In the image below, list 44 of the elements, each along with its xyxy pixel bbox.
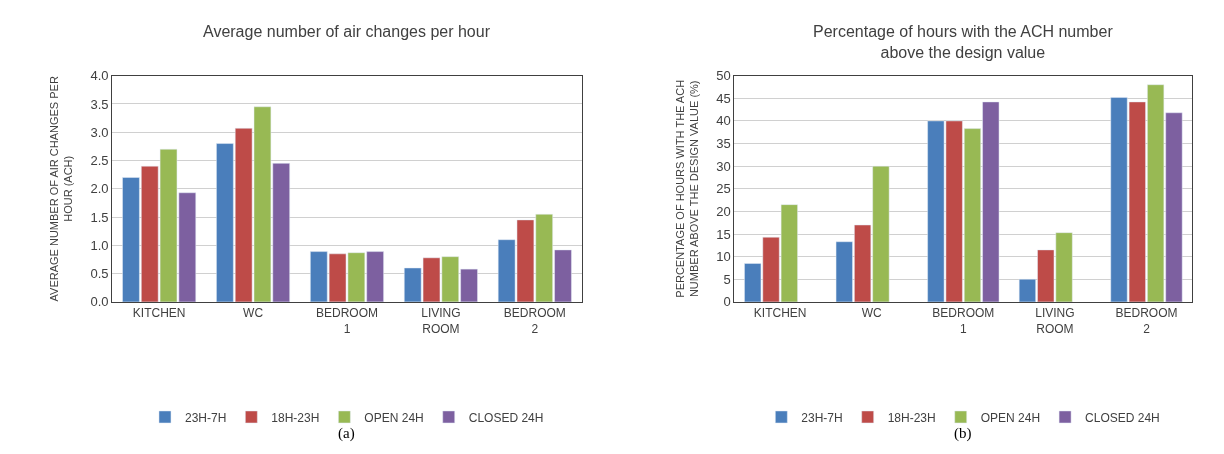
x-tick-label: BEDROOM 1 [932, 306, 995, 336]
legend-label: 23H-7H [801, 410, 843, 425]
y-tick-label: 50 [716, 68, 731, 84]
y-tick-label: 40 [716, 113, 731, 129]
x-tick-label: KITCHEN [132, 306, 186, 321]
y-tick-label: 2.5 [90, 153, 109, 169]
y-tick-label: 0.0 [90, 294, 109, 310]
y-tick-label: 2.0 [90, 181, 109, 197]
y-tick-label: 30 [716, 158, 731, 174]
y-tick-label: 25 [716, 181, 731, 197]
text: (a) [338, 425, 355, 442]
y-axis-title: AVERAGE NUMBER OF AIR CHANGES PER HOUR (ACH) [47, 76, 75, 302]
x-tick-label: BEDROOM 2 [503, 306, 566, 336]
y-tick-label: 3.0 [90, 124, 109, 140]
x-tick-label: LIVING ROOM [1035, 306, 1075, 336]
x-tick-label: KITCHEN [753, 306, 807, 321]
chart-title: Percentage of hours with the ACH number above the design value [813, 23, 1114, 61]
y-tick-label: 45 [716, 90, 731, 106]
legend-label: OPEN 24H [364, 410, 424, 425]
legend-label: OPEN 24H [980, 410, 1041, 425]
legend-label: 23H-7H [184, 410, 227, 425]
y-tick-label: 1.0 [90, 237, 109, 253]
y-tick-label: 4.0 [90, 68, 109, 84]
legend-label: CLOSED 24H [468, 410, 544, 425]
x-tick-label: LIVING ROOM [421, 306, 461, 336]
legend-label: 18H-23H [271, 410, 320, 425]
x-tick-label: WC [243, 306, 264, 321]
y-tick-label: 20 [716, 203, 731, 219]
y-tick-label: 5 [723, 271, 731, 287]
text: (b) [954, 425, 972, 442]
y-tick-label: 35 [716, 136, 731, 152]
y-tick-label: 0.5 [90, 266, 109, 282]
legend-label: 18H-23H [887, 410, 936, 425]
y-tick-label: 0 [723, 294, 731, 310]
y-tick-label: 1.5 [90, 209, 109, 225]
x-tick-label: BEDROOM 2 [1115, 306, 1178, 336]
y-tick-label: 15 [716, 226, 731, 242]
chart-title: Average number of air changes per hour [203, 23, 491, 40]
y-tick-label: 10 [716, 249, 731, 265]
x-tick-label: BEDROOM 1 [315, 306, 378, 336]
x-tick-label: WC [861, 306, 883, 321]
y-tick-label: 3.5 [90, 96, 109, 112]
legend-label: CLOSED 24H [1085, 410, 1160, 425]
y-axis-title: PERCENTAGE OF HOURS WITH THE ACH NUMBER ABOVE THE DESIGN VALUE (%) [673, 79, 700, 298]
